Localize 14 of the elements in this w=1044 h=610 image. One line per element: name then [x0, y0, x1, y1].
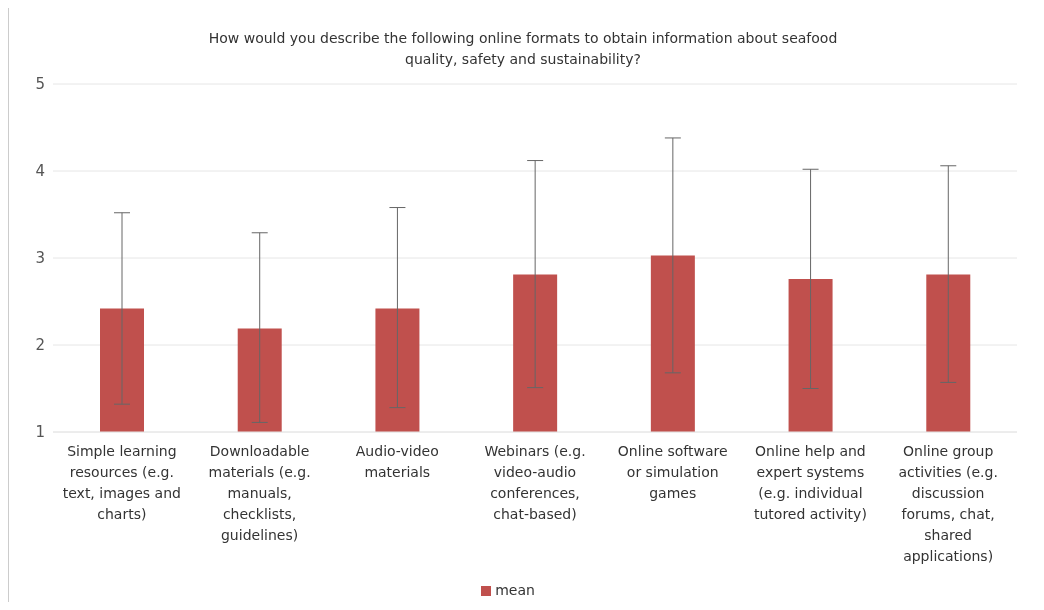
legend-label: mean	[495, 582, 535, 598]
y-tick-label: 2	[35, 336, 45, 355]
x-tick-label: Webinars (e.g. video-audio conferences, chat-based)	[484, 443, 586, 522]
y-tick-label: 5	[35, 75, 45, 94]
x-tick-label: Simple learning resources (e.g. text, images and charts)	[62, 443, 181, 522]
x-tick-label: Online software or simulation games	[617, 443, 728, 501]
y-tick-label: 1	[35, 423, 45, 442]
y-tick-label: 3	[35, 249, 45, 268]
x-tick-label: Audio-video materials	[355, 443, 439, 480]
x-tick-label: Online help and expert systems (e.g. individual tutored activity)	[753, 443, 867, 522]
x-tick-label: Downloadable materials (e.g. manuals, checklists, guidelines)	[208, 443, 311, 543]
chart-title: How would you describe the following online formats to obtain information about seafood quality, safety and sustainability?	[207, 29, 839, 69]
x-tick-label: Online group activities (e.g. discussion forums, chat, shared applications)	[898, 443, 998, 564]
y-tick-label: 4	[35, 162, 45, 181]
